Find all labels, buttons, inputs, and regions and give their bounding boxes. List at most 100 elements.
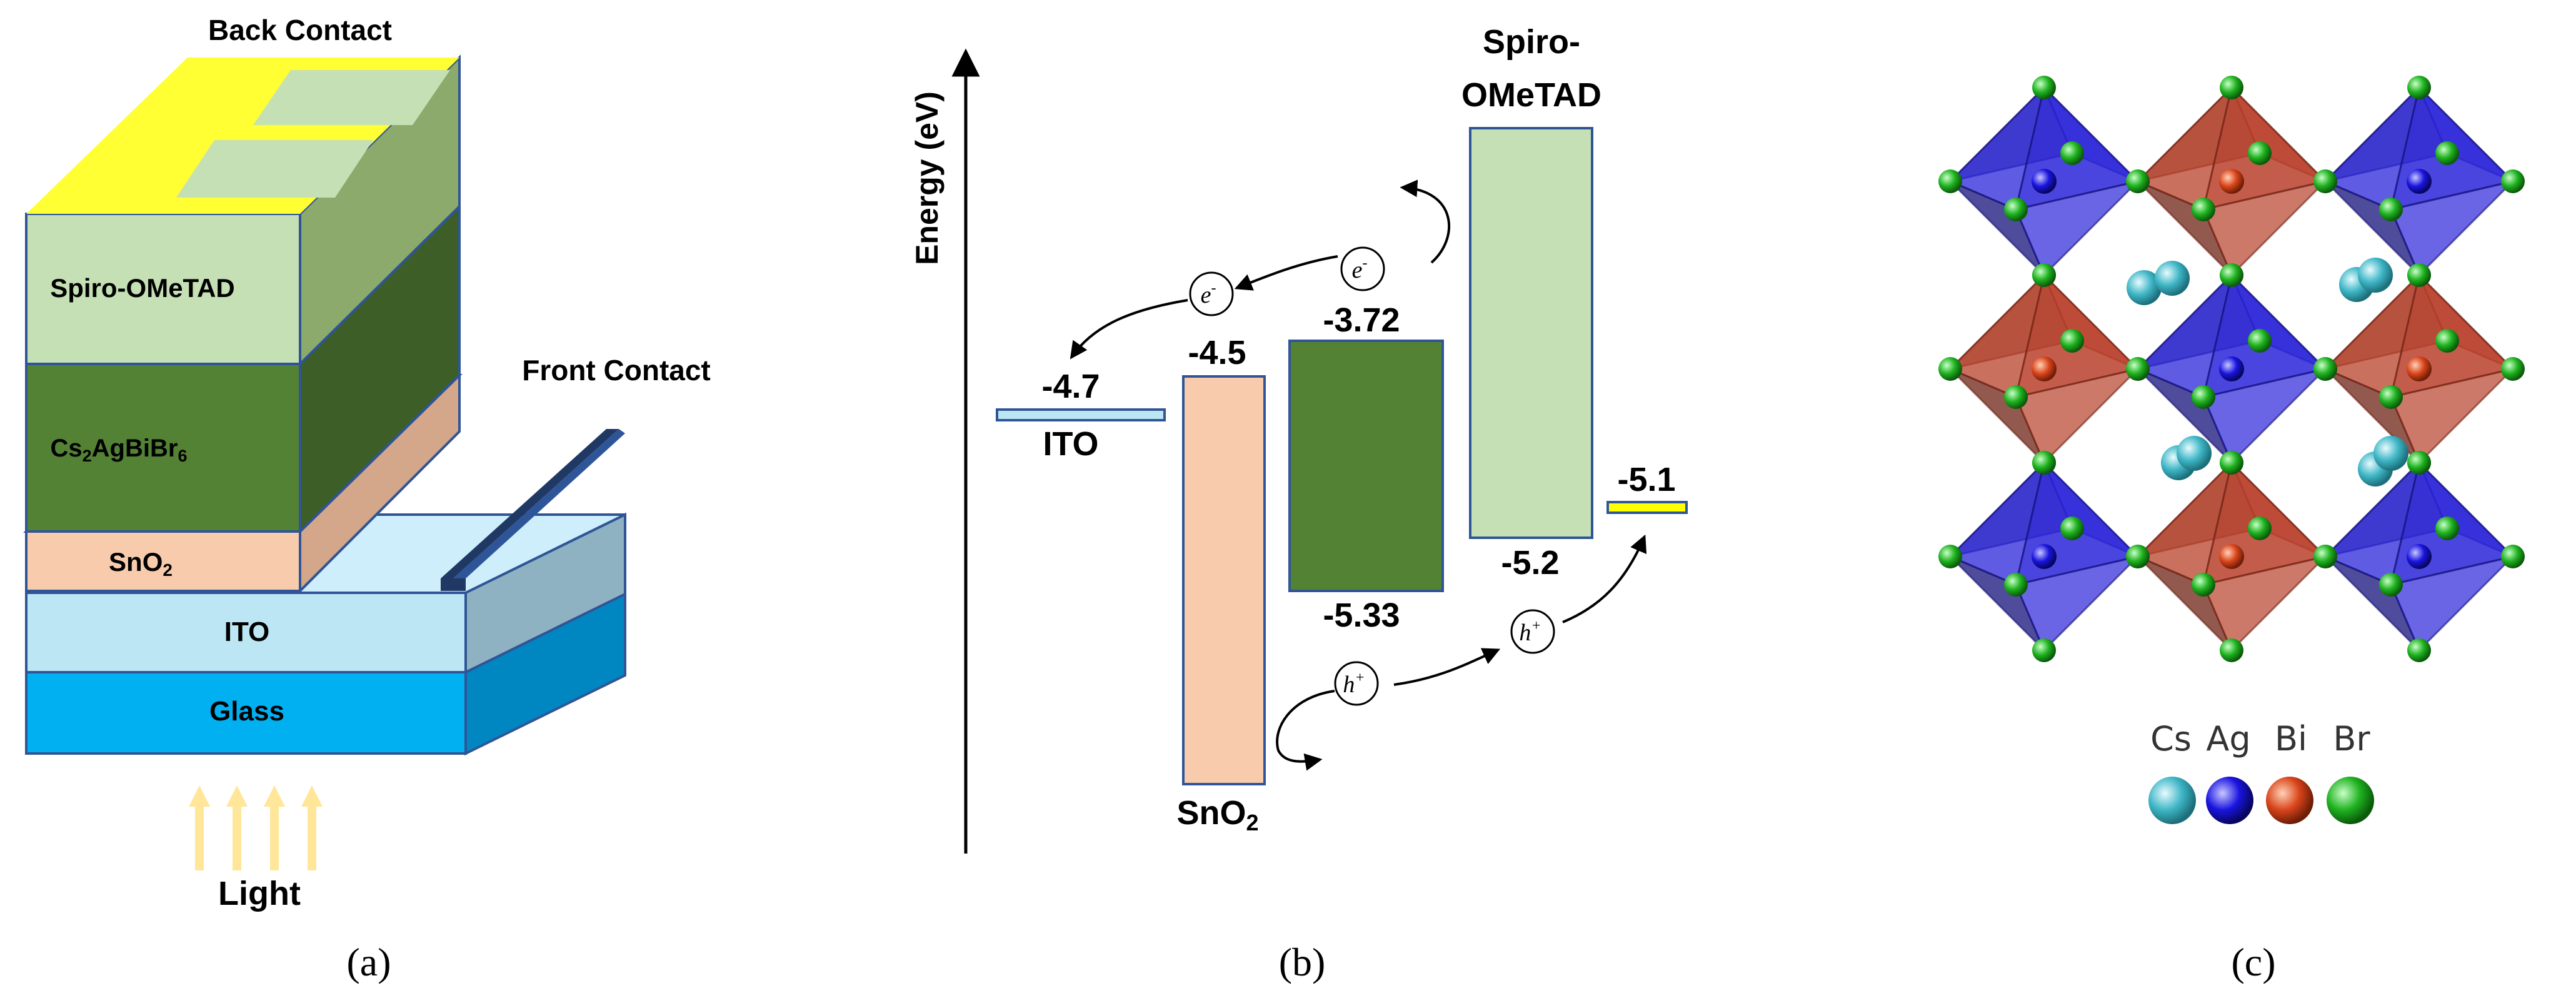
- bi-octahedron-face: [2202, 555, 2328, 652]
- legend-label-cs: Cs: [2150, 719, 2192, 759]
- br-atom: [2032, 451, 2056, 475]
- br-atom: [2060, 329, 2084, 353]
- panel-a-device-stack: Glass ITO SnO2 Cs2AgBiBr6 Spiro-OMeTAD B…: [23, 14, 711, 984]
- sno2-band: [1182, 375, 1266, 785]
- bi-octahedron-face: [2202, 179, 2328, 277]
- br-atom: [2126, 357, 2150, 381]
- br-atom: [2407, 263, 2431, 287]
- sno2-layer-front: [25, 530, 301, 592]
- cs-atom: [2155, 261, 2190, 296]
- legend-swatch-br: [2327, 777, 2374, 824]
- br-atom: [2501, 357, 2525, 381]
- ag-octahedron-face: [2014, 555, 2141, 652]
- back-contact-pad-2: [176, 140, 373, 198]
- ag-octahedron-face: [2389, 555, 2516, 652]
- glass-label: Glass: [209, 696, 284, 727]
- br-atom: [2248, 517, 2272, 540]
- bi-atom: [2219, 169, 2244, 194]
- absorber-band: [1288, 340, 1444, 592]
- electron-marker-1: e-: [1340, 246, 1385, 291]
- br-atom: [2501, 545, 2525, 568]
- br-atom: [2004, 385, 2028, 409]
- light-label: Light: [218, 875, 301, 912]
- br-atom: [2379, 198, 2403, 221]
- br-atom: [2220, 76, 2243, 99]
- br-atom: [2407, 638, 2431, 662]
- absorber-label: Cs2AgBiBr6: [51, 435, 188, 465]
- br-atom: [2220, 263, 2243, 287]
- spiro-label: Spiro-OMeTAD: [50, 273, 235, 303]
- panel-b-band-diagram: Energy (eV) -4.7 ITO -4.5 SnO2 -3.72 -5.…: [910, 23, 1688, 984]
- ito-layer-front: [25, 592, 467, 673]
- legend-label-bi: Bi: [2275, 719, 2307, 759]
- br-atom: [2379, 385, 2403, 409]
- bi-octahedron-face: [2014, 367, 2141, 465]
- light-arrow-3: [264, 785, 285, 870]
- bi-atom: [2219, 544, 2244, 569]
- br-atom: [2435, 517, 2459, 540]
- spiro-label-line2: OMeTAD: [1461, 76, 1601, 114]
- electron-marker-2: e-: [1189, 271, 1234, 316]
- back-contact-label: Back Contact: [208, 14, 392, 46]
- light-arrow-1: [189, 785, 210, 870]
- ito-band: [996, 408, 1166, 421]
- br-atom: [2004, 573, 2028, 597]
- ag-atom: [2219, 356, 2244, 381]
- hole-marker-1: h+: [1334, 661, 1379, 706]
- hole-arrow-1: [1276, 690, 1335, 771]
- svg-text:h+: h+: [1519, 618, 1541, 646]
- ag-atom: [2032, 544, 2057, 569]
- br-atom: [2032, 638, 2056, 662]
- ito-label: ITO: [224, 617, 270, 647]
- ag-octahedron-face: [2389, 179, 2516, 277]
- br-atom: [2407, 76, 2431, 99]
- br-atom: [2032, 263, 2056, 287]
- hole-arrow-2: [1393, 648, 1501, 686]
- br-atom: [1938, 169, 1962, 193]
- ito-level-value: -4.7: [1041, 368, 1100, 405]
- ag-atom: [2407, 169, 2432, 194]
- glass-layer-front: [25, 671, 467, 755]
- br-atom: [2192, 198, 2215, 221]
- cs-atom: [2373, 436, 2408, 471]
- br-atom: [2126, 169, 2150, 193]
- svg-text:h+: h+: [1343, 670, 1365, 698]
- sno2-band-label: SnO2: [1176, 794, 1258, 835]
- br-atom: [2379, 573, 2403, 597]
- legend-swatch-cs: [2148, 777, 2196, 824]
- absorber-layer-front: [25, 363, 301, 533]
- bi-atom: [2407, 356, 2432, 381]
- br-atom: [1938, 357, 1962, 381]
- br-atom: [2407, 451, 2431, 475]
- br-atom: [2313, 545, 2337, 568]
- sno2-top-value: -4.5: [1188, 334, 1246, 371]
- energy-axis-label: Energy (eV): [910, 91, 945, 265]
- cs-atom: [2127, 270, 2162, 305]
- spiro-homo-value: -5.2: [1501, 544, 1559, 582]
- spiro-label-line1: Spiro-: [1483, 23, 1580, 61]
- back-metal-band: [1606, 501, 1688, 514]
- panel-c-crystal-structure: Cs Ag Bi Br (c): [1938, 76, 2525, 984]
- br-atom: [2435, 141, 2459, 165]
- legend-swatch-ag: [2206, 777, 2253, 824]
- br-atom: [2060, 517, 2084, 540]
- back-metal-value: -5.1: [1617, 461, 1675, 498]
- electron-arrow-2: [1234, 255, 1338, 291]
- cs-atom: [2177, 436, 2212, 471]
- panel-b-label: (b): [1279, 940, 1326, 984]
- svg-text:e-: e-: [1201, 280, 1216, 308]
- ito-band-label: ITO: [1043, 425, 1098, 463]
- br-atom: [2060, 141, 2084, 165]
- hole-arrow-3: [1562, 534, 1647, 623]
- br-atom: [2126, 545, 2150, 568]
- cs-atom: [2358, 258, 2393, 293]
- ag-octahedron-face: [2202, 367, 2328, 465]
- br-atom: [2313, 169, 2337, 193]
- front-contact-electrode: [441, 429, 625, 591]
- electron-arrow-3: [1070, 299, 1188, 360]
- panel-a-label: (a): [346, 940, 391, 984]
- bi-octahedron-face: [2389, 367, 2516, 465]
- ag-atom: [2032, 169, 2057, 194]
- light-arrows: [189, 785, 323, 870]
- spiro-band: [1469, 127, 1593, 539]
